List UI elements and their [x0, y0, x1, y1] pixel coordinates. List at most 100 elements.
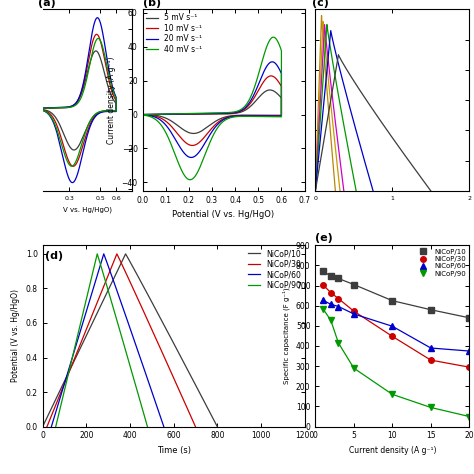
NiCoP/30 [320, 282, 326, 288]
Text: (e): (e) [315, 233, 333, 244]
NiCoP/90 [106, 289, 111, 295]
40 mV s⁻¹ [271, 34, 276, 40]
5 mV s⁻¹ [168, 111, 174, 117]
Text: (b): (b) [143, 0, 161, 8]
NiCoP/10 [351, 282, 356, 287]
Line: NiCoP/90: NiCoP/90 [56, 254, 147, 427]
NiCoP/60 [328, 301, 334, 307]
5 mV s⁻¹ [191, 131, 196, 137]
NiCoP/10 [141, 283, 146, 289]
NiCoP/60 [150, 392, 156, 398]
NiCoP/10 [123, 251, 128, 257]
NiCoP/90 [136, 392, 141, 398]
10 mV s⁻¹ [196, 140, 201, 146]
Line: NiCoP/10: NiCoP/10 [320, 269, 472, 320]
10 mV s⁻¹ [268, 73, 274, 79]
40 mV s⁻¹ [140, 112, 146, 118]
X-axis label: Current density (A g⁻¹): Current density (A g⁻¹) [348, 446, 436, 455]
40 mV s⁻¹ [187, 177, 193, 182]
NiCoP/10 [320, 269, 326, 274]
5 mV s⁻¹ [252, 99, 258, 105]
NiCoP/90 [53, 423, 59, 428]
NiCoP/30 [45, 423, 50, 428]
NiCoP/60 [112, 283, 118, 288]
NiCoP/90 [466, 414, 472, 419]
NiCoP/30 [114, 251, 120, 257]
Legend: NiCoP/10, NiCoP/30, NiCoP/60, NiCoP/90: NiCoP/10, NiCoP/30, NiCoP/60, NiCoP/90 [248, 249, 301, 290]
NiCoP/10 [198, 392, 203, 398]
Line: 5 mV s⁻¹: 5 mV s⁻¹ [143, 90, 282, 134]
10 mV s⁻¹ [262, 77, 268, 83]
20 mV s⁻¹ [201, 143, 206, 148]
40 mV s⁻¹ [227, 115, 232, 121]
NiCoP/10 [328, 273, 334, 279]
NiCoP/90 [104, 283, 110, 289]
NiCoP/10 [214, 424, 220, 429]
NiCoP/10 [466, 315, 472, 320]
40 mV s⁻¹ [168, 111, 174, 117]
Line: NiCoP/10: NiCoP/10 [43, 254, 217, 427]
Line: NiCoP/30: NiCoP/30 [320, 282, 472, 370]
Text: (c): (c) [312, 0, 329, 8]
5 mV s⁻¹ [267, 87, 273, 93]
5 mV s⁻¹ [140, 112, 146, 118]
Line: 20 mV s⁻¹: 20 mV s⁻¹ [143, 62, 282, 157]
Line: NiCoP/90: NiCoP/90 [320, 306, 472, 419]
NiCoP/10 [40, 423, 46, 428]
NiCoP/60 [49, 423, 55, 428]
NiCoP/60 [336, 304, 341, 310]
NiCoP/60 [113, 283, 118, 289]
NiCoP/60 [320, 297, 326, 303]
20 mV s⁻¹ [196, 150, 201, 155]
NiCoP/30 [390, 334, 395, 339]
Line: 10 mV s⁻¹: 10 mV s⁻¹ [143, 76, 282, 146]
NiCoP/10 [186, 370, 192, 375]
20 mV s⁻¹ [140, 112, 146, 118]
NiCoP/30 [328, 290, 334, 295]
NiCoP/30 [351, 308, 356, 314]
NiCoP/10 [390, 298, 395, 303]
10 mV s⁻¹ [140, 112, 146, 118]
X-axis label: Time (s): Time (s) [156, 446, 191, 455]
NiCoP/60 [115, 289, 120, 295]
X-axis label: Potential (V vs. Hg/HgO): Potential (V vs. Hg/HgO) [173, 210, 274, 219]
Y-axis label: Specific capacitance (F g⁻¹): Specific capacitance (F g⁻¹) [283, 288, 290, 384]
5 mV s⁻¹ [201, 127, 206, 133]
Line: NiCoP/60: NiCoP/60 [51, 254, 164, 427]
Text: (d): (d) [46, 251, 64, 261]
NiCoP/10 [336, 276, 341, 282]
40 mV s⁻¹ [196, 167, 201, 173]
NiCoP/90 [129, 370, 135, 375]
NiCoP/90 [328, 318, 334, 323]
NiCoP/60 [101, 251, 107, 257]
40 mV s⁻¹ [262, 49, 268, 55]
20 mV s⁻¹ [262, 66, 268, 72]
NiCoP/10 [40, 424, 46, 429]
NiCoP/90 [428, 405, 434, 410]
X-axis label: V vs. Hg/HgO): V vs. Hg/HgO) [63, 206, 112, 213]
NiCoP/60 [351, 311, 356, 317]
NiCoP/90 [390, 392, 395, 397]
20 mV s⁻¹ [252, 90, 258, 95]
20 mV s⁻¹ [188, 155, 194, 160]
20 mV s⁻¹ [168, 111, 174, 117]
Y-axis label: Current density (A g⁻¹): Current density (A g⁻¹) [107, 56, 116, 144]
NiCoP/10 [428, 307, 434, 312]
5 mV s⁻¹ [227, 113, 232, 119]
5 mV s⁻¹ [140, 112, 146, 118]
NiCoP/60 [142, 370, 148, 375]
40 mV s⁻¹ [252, 83, 258, 89]
20 mV s⁻¹ [140, 112, 146, 118]
Y-axis label: Potential (V vs. Hg/HgO): Potential (V vs. Hg/HgO) [11, 290, 20, 383]
20 mV s⁻¹ [269, 59, 275, 64]
Line: NiCoP/30: NiCoP/30 [47, 254, 195, 427]
NiCoP/10 [144, 289, 149, 295]
Legend: 5 mV s⁻¹, 10 mV s⁻¹, 20 mV s⁻¹, 40 mV s⁻¹: 5 mV s⁻¹, 10 mV s⁻¹, 20 mV s⁻¹, 40 mV s⁻… [146, 13, 202, 54]
5 mV s⁻¹ [196, 130, 201, 136]
NiCoP/90 [351, 365, 356, 371]
40 mV s⁻¹ [201, 156, 206, 162]
NiCoP/10 [140, 283, 146, 288]
10 mV s⁻¹ [168, 111, 174, 117]
10 mV s⁻¹ [190, 143, 195, 148]
10 mV s⁻¹ [227, 114, 232, 119]
